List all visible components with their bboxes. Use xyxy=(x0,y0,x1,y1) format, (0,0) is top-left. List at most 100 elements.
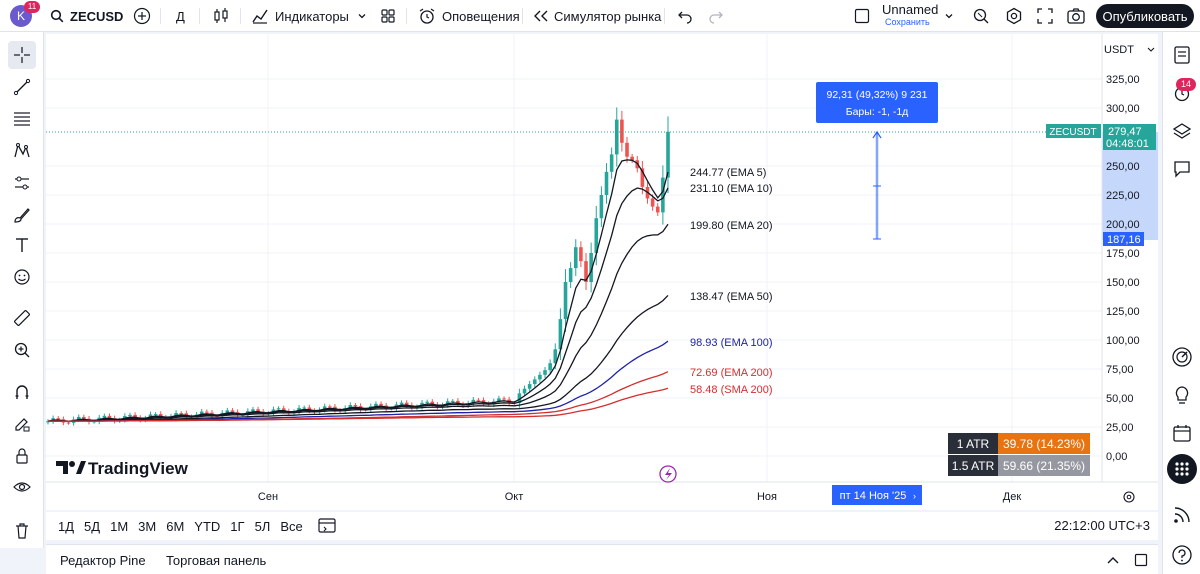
ideas-button[interactable] xyxy=(1171,384,1193,406)
price-tick: 175,00 xyxy=(1106,248,1140,260)
maximize-icon[interactable] xyxy=(1134,553,1148,567)
candle-body xyxy=(348,405,353,409)
products-button[interactable] xyxy=(1167,454,1197,484)
forecast-tool[interactable] xyxy=(8,169,36,197)
date-range-button[interactable] xyxy=(317,516,337,537)
chart-pane[interactable]: 92,31 (49,32%) 9 231 Бары: -1, -1д 325,0… xyxy=(46,34,1158,510)
interval-button[interactable]: Д xyxy=(176,8,185,24)
lightning-bolt xyxy=(665,468,672,480)
brush-tool[interactable] xyxy=(8,201,36,229)
divider xyxy=(664,8,665,24)
candle-body xyxy=(102,415,107,418)
range-button[interactable]: 6М xyxy=(166,518,185,534)
streams-button[interactable] xyxy=(1171,504,1193,526)
candle-body xyxy=(558,319,563,350)
candle-body xyxy=(76,416,81,420)
layout-checkbox[interactable] xyxy=(854,0,870,32)
brush-icon xyxy=(14,208,30,223)
divider xyxy=(160,8,161,24)
candle-body xyxy=(579,247,583,262)
undo-icon xyxy=(678,11,692,24)
candle-body xyxy=(225,410,230,413)
indicators-dropdown[interactable] xyxy=(356,0,368,32)
price-tick: 200,00 xyxy=(1106,219,1140,231)
candle-body xyxy=(251,409,255,412)
layout-save-link[interactable]: Сохранить xyxy=(885,17,930,27)
range-button[interactable]: 1Г xyxy=(230,518,245,534)
trend-line-tool[interactable] xyxy=(8,73,36,101)
candle-body xyxy=(594,218,599,253)
tradingview-logo: TradingView xyxy=(56,459,189,478)
calendar-icon xyxy=(1173,425,1191,442)
snapshot-button[interactable] xyxy=(1066,0,1086,32)
range-button[interactable]: 1Д xyxy=(58,518,75,534)
candle-body xyxy=(599,195,604,219)
range-button[interactable]: 1М xyxy=(110,518,129,534)
fullscreen-icon xyxy=(1037,8,1053,24)
alerts-button[interactable]: Оповещения xyxy=(418,0,520,32)
undo-button[interactable] xyxy=(677,0,693,32)
crosshair-tool[interactable] xyxy=(8,41,36,69)
lock-tool[interactable] xyxy=(8,442,36,470)
object-tree-button[interactable] xyxy=(1171,120,1193,142)
horizontal-lines-icon xyxy=(14,112,30,126)
redo-button[interactable] xyxy=(708,0,724,32)
tab-trading-panel[interactable]: Торговая панель xyxy=(166,553,267,568)
currency-selector: USDT xyxy=(1104,44,1134,56)
hotlists-button[interactable] xyxy=(1171,346,1193,368)
price-tick: 25,00 xyxy=(1106,422,1134,434)
price-chart[interactable]: 92,31 (49,32%) 9 231 Бары: -1, -1д 325,0… xyxy=(46,34,1158,510)
lock-drawings-tool[interactable] xyxy=(8,410,36,438)
atr-box: 1 ATR 39.78 (14.23%) 1.5 ATR 59.66 (21.35%) xyxy=(948,433,1090,476)
chart-clock[interactable]: 22:12:00 UTC+3 xyxy=(1054,518,1150,533)
candle-body xyxy=(620,119,624,143)
candle-body xyxy=(153,414,158,416)
candle-body xyxy=(573,247,578,269)
settings-button[interactable] xyxy=(1005,0,1023,32)
avatar-notification-badge: 11 xyxy=(24,1,40,13)
zoom-search-icon xyxy=(973,8,989,24)
magnet-tool[interactable] xyxy=(8,378,36,406)
calendar-button[interactable] xyxy=(1171,422,1193,444)
ma-label: 72.69 (EMA 200) xyxy=(690,367,773,379)
divider xyxy=(522,8,523,24)
layout-save-block[interactable]: Unnamed Сохранить xyxy=(882,3,938,28)
candle-body xyxy=(553,349,558,364)
candle-body xyxy=(174,412,178,417)
price-tick: 125,00 xyxy=(1106,306,1140,318)
atr-label-box xyxy=(948,433,998,454)
compare-symbol-button[interactable] xyxy=(133,0,151,32)
range-button[interactable]: YTD xyxy=(194,518,221,534)
replay-button[interactable]: Симулятор рынка xyxy=(533,0,661,32)
chats-button[interactable] xyxy=(1171,158,1193,180)
emoji-tool[interactable] xyxy=(8,263,36,291)
fullscreen-button[interactable] xyxy=(1037,0,1053,32)
symbol-search[interactable]: ZECUSD xyxy=(50,0,123,32)
bottom-panel: Редактор Pine Торговая панель xyxy=(46,544,1158,574)
chevron-up-icon[interactable] xyxy=(1106,554,1120,566)
range-button[interactable]: 5Л xyxy=(254,518,271,534)
ruler-tool[interactable] xyxy=(8,304,36,332)
range-button[interactable]: Все xyxy=(280,518,303,534)
redo-icon xyxy=(709,11,723,24)
help-button[interactable] xyxy=(1171,544,1193,566)
tab-pine-editor[interactable]: Редактор Pine xyxy=(60,553,146,568)
zoom-in-tool[interactable] xyxy=(8,336,36,364)
indicators-button[interactable]: Индикаторы xyxy=(251,0,349,32)
quick-search-button[interactable] xyxy=(972,0,990,32)
visibility-tool[interactable] xyxy=(8,473,36,501)
candle-body xyxy=(307,407,312,411)
remove-drawings-tool[interactable] xyxy=(8,517,36,545)
watchlist-button[interactable] xyxy=(1171,44,1193,66)
templates-button[interactable] xyxy=(380,0,396,32)
candle-body xyxy=(133,414,137,418)
layout-dropdown[interactable] xyxy=(943,0,955,32)
range-button[interactable]: 3М xyxy=(138,518,157,534)
text-tool[interactable] xyxy=(8,231,36,259)
fib-tool[interactable] xyxy=(8,105,36,133)
pattern-tool[interactable] xyxy=(8,137,36,165)
chart-type-button[interactable] xyxy=(212,0,230,32)
publish-button[interactable]: Опубликовать xyxy=(1096,4,1194,28)
range-button[interactable]: 5Д xyxy=(84,518,101,534)
candle-body xyxy=(353,405,358,407)
